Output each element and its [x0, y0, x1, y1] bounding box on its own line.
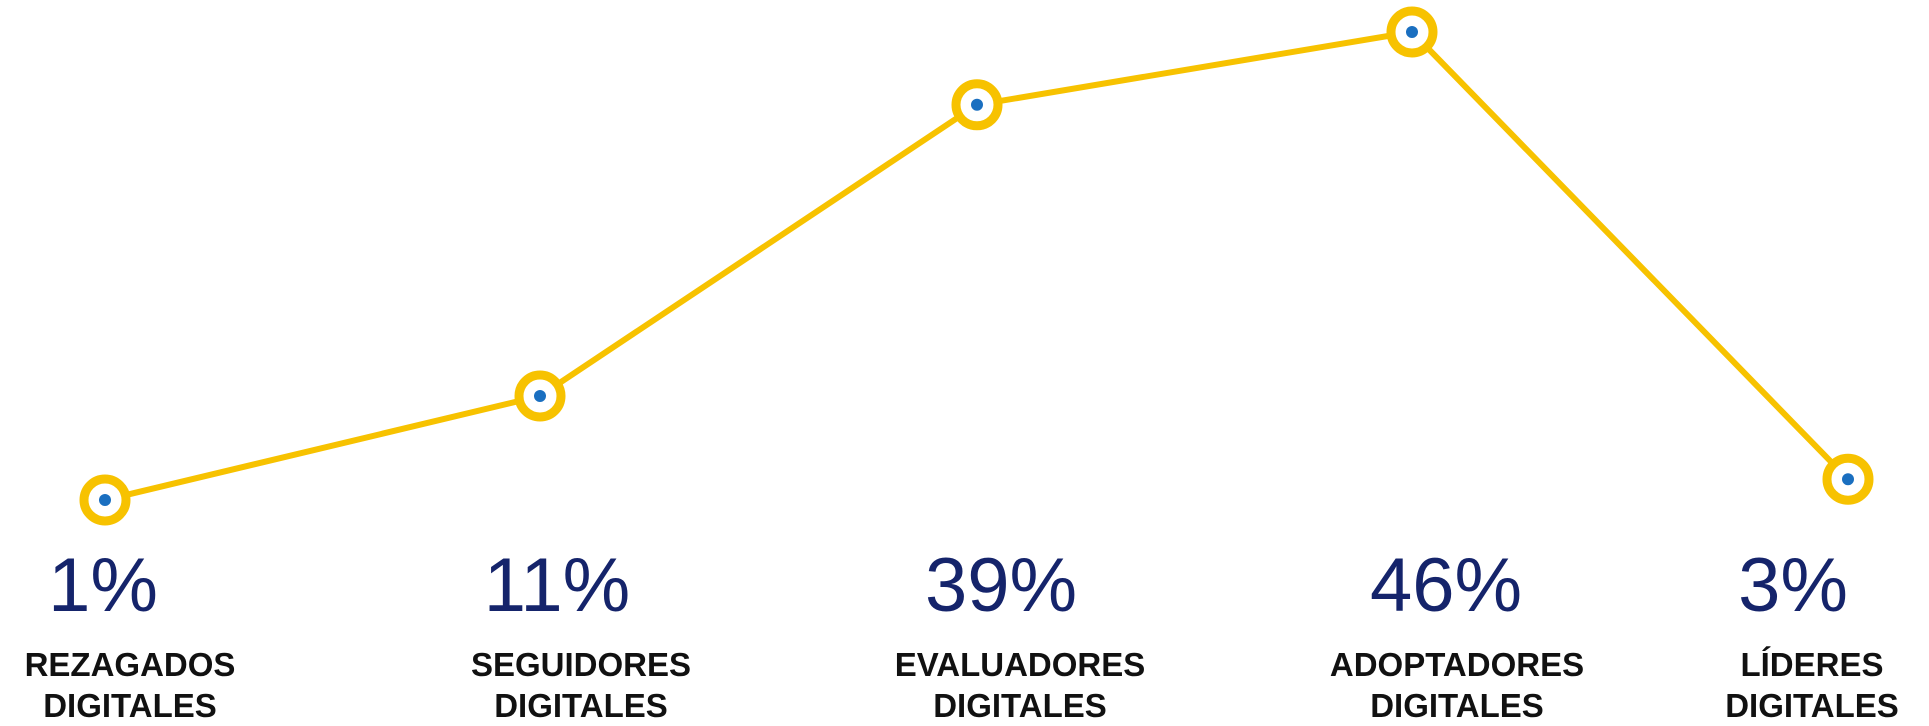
value-label: 3% — [1738, 543, 1848, 628]
marker-dot — [1842, 473, 1854, 486]
value-label: 11% — [483, 543, 631, 628]
marker-dot — [1406, 26, 1418, 38]
marker-dot — [99, 494, 111, 506]
value-label: 46% — [1369, 543, 1523, 628]
value-label: 1% — [48, 543, 158, 628]
category-label: LÍDERES DIGITALES — [1725, 646, 1899, 724]
marker-dot — [534, 390, 546, 402]
value-label: 39% — [924, 543, 1078, 628]
category-label: REZAGADOS DIGITALES — [24, 646, 236, 724]
category-label: SEGUIDORES DIGITALES — [470, 646, 692, 724]
marker-dot — [971, 98, 983, 111]
category-label: EVALUADORES DIGITALES — [894, 646, 1146, 724]
category-label: ADOPTADORES DIGITALES — [1329, 646, 1585, 724]
